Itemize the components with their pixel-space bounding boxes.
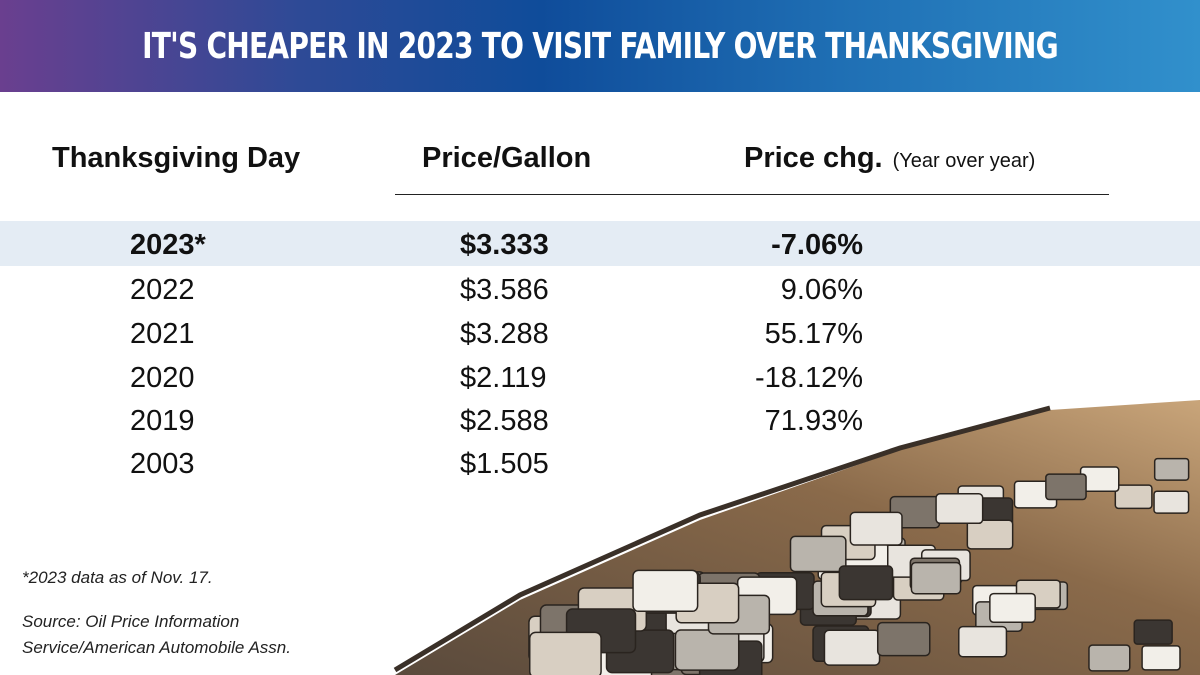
year-cell: 2022 <box>130 274 195 306</box>
car <box>1045 473 1087 501</box>
year-cell: 2020 <box>130 362 195 394</box>
year-cell: 2003 <box>130 448 195 480</box>
car <box>823 629 881 666</box>
car <box>1114 484 1153 510</box>
table-row: 2019 $2.588 71.93% <box>0 399 1200 443</box>
change-cell: 71.93% <box>764 405 863 437</box>
guardrail <box>393 405 1051 673</box>
table-row: 2003 $1.505 <box>0 442 1200 486</box>
car <box>876 621 931 657</box>
car <box>632 569 699 613</box>
car <box>1133 619 1173 645</box>
car <box>849 511 903 546</box>
change-note: (Year over year) <box>892 150 1036 172</box>
footnote: *2023 data as of Nov. 17. <box>22 568 213 587</box>
table-row: 2023* $3.333 -7.06% <box>0 223 1200 267</box>
price-cell: $2.119 <box>460 362 547 394</box>
car <box>989 592 1036 624</box>
page-title: IT'S CHEAPER IN 2023 TO VISIT FAMILY OVE… <box>142 25 1059 67</box>
change-cell: 55.17% <box>764 318 863 350</box>
price-cell: $3.288 <box>460 318 549 350</box>
car <box>958 625 1008 658</box>
change-cell: -18.12% <box>754 362 863 394</box>
year-cell: 2021 <box>130 318 195 350</box>
car <box>838 565 894 601</box>
price-cell: $2.588 <box>460 405 549 437</box>
car <box>910 561 962 595</box>
car <box>789 535 847 573</box>
column-header-price: Price/Gallon <box>422 142 592 174</box>
car <box>935 493 984 525</box>
change-cell: 9.06% <box>780 274 863 306</box>
change-label: Price chg. <box>744 142 883 174</box>
car <box>674 629 740 671</box>
year-cell: 2023* <box>130 229 206 261</box>
car <box>1141 645 1181 671</box>
source-line-1: Source: Oil Price Information <box>22 612 240 631</box>
table-row: 2021 $3.288 55.17% <box>0 312 1200 356</box>
price-cell: $1.505 <box>460 448 549 480</box>
column-header-change: Price chg. (Year over year) <box>744 142 1035 175</box>
car <box>528 631 602 675</box>
price-cell: $3.333 <box>460 229 549 261</box>
car <box>1153 457 1190 481</box>
change-cell: -7.06% <box>771 229 863 261</box>
source-line-2: Service/American Automobile Assn. <box>22 638 291 657</box>
price-cell: $3.586 <box>460 274 549 306</box>
title-banner: IT'S CHEAPER IN 2023 TO VISIT FAMILY OVE… <box>0 0 1200 92</box>
table-row: 2022 $3.586 9.06% <box>0 268 1200 312</box>
table-row: 2020 $2.119 -18.12% <box>0 356 1200 400</box>
car <box>1153 490 1190 514</box>
header-divider <box>395 194 1109 195</box>
car <box>966 519 1014 550</box>
car <box>1088 644 1131 672</box>
year-cell: 2019 <box>130 405 195 437</box>
column-header-day: Thanksgiving Day <box>52 142 301 174</box>
highlight-row-background <box>0 221 1200 266</box>
